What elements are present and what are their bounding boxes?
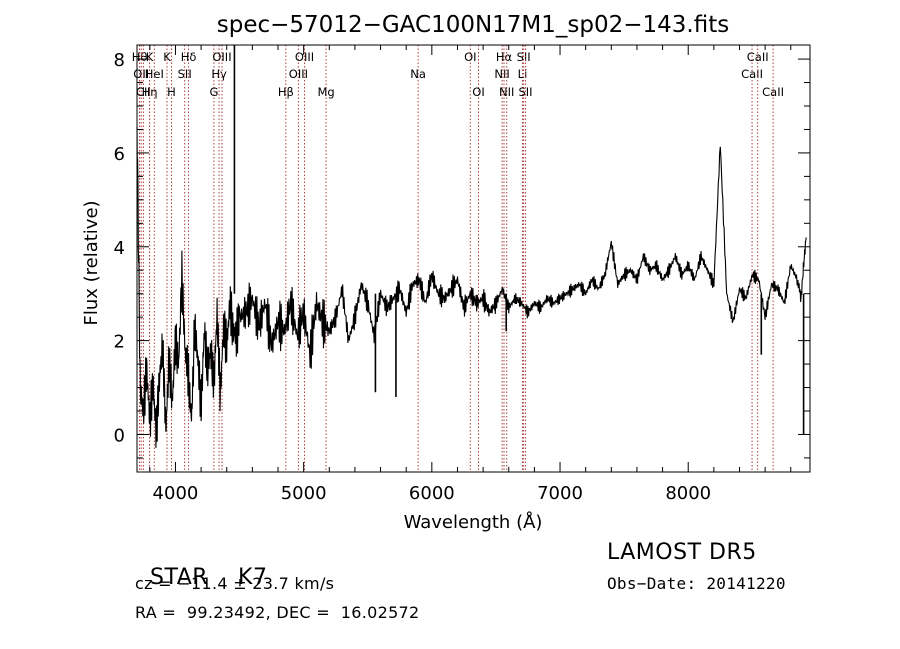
y-tick-label-3: 6 (114, 144, 125, 165)
x-tick-label-1: 5000 (281, 483, 327, 504)
object-class: STAR K7 (135, 540, 267, 590)
line-label-23: Li (518, 67, 528, 81)
line-label-28: CaII (762, 85, 784, 99)
line-label-10: G (209, 85, 218, 99)
line-label-11: Hγ (211, 67, 227, 81)
line-label-6: K (163, 50, 171, 64)
line-label-19: OI (472, 85, 484, 99)
x-tick-label-0: 4000 (153, 483, 199, 504)
line-label-24: SII (517, 50, 531, 64)
line-label-15: OIII (295, 50, 314, 64)
survey-label: LAMOST DR5 (607, 540, 757, 565)
x-tick-label-3: 7000 (537, 483, 583, 504)
x-axis-label: Wavelength (Å) (404, 511, 543, 533)
line-label-22: NII (499, 85, 514, 99)
spectrum-trace (136, 45, 807, 448)
line-label-5: HeI (145, 67, 164, 81)
line-label-21: Hα (496, 50, 513, 64)
line-label-8: SII (178, 67, 192, 81)
line-label-9: Hδ (181, 50, 197, 64)
chart-title: spec−57012−GAC100N17M1_sp02−143.fits (217, 12, 729, 38)
y-tick-label-2: 4 (114, 238, 125, 259)
coordinates: RA = 99.23492, DEC = 16.02572 (135, 603, 420, 622)
x-tick-label-4: 8000 (665, 483, 711, 504)
line-label-18: OI (464, 50, 476, 64)
plot-frame (136, 44, 811, 473)
subclass: K7 (238, 565, 268, 590)
line-label-4: Hη (142, 85, 158, 99)
line-label-16: Mg (317, 85, 334, 99)
y-tick-label-0: 0 (114, 425, 125, 446)
line-label-7: H (167, 85, 176, 99)
line-label-27: CaII (747, 50, 769, 64)
spectrum-series-0 (136, 126, 807, 448)
line-label-20: NII (494, 67, 509, 81)
y-tick-label-4: 8 (114, 50, 125, 71)
velocity-readout: cz = −11.4 ± 23.7 km/s (135, 574, 335, 593)
line-label-26: CaII (741, 67, 763, 81)
line-label-14: OIII (289, 67, 308, 81)
x-tick-label-2: 6000 (409, 483, 455, 504)
spectral-line-markers: HθOIICIIKHηHeIKHSIIHδGHγOIIIHβOIIIOIIIMg… (132, 45, 784, 472)
y-axis-label: Flux (relative) (81, 200, 102, 325)
line-label-2: CII (136, 85, 151, 99)
line-label-12: OIII (212, 50, 231, 64)
line-label-13: Hβ (278, 85, 294, 99)
line-label-25: SII (518, 85, 532, 99)
line-label-17: Na (410, 67, 426, 81)
y-tick-label-1: 2 (114, 332, 125, 353)
star-label: STAR (150, 565, 209, 590)
obs-date: Obs−Date: 20141220 (607, 574, 786, 593)
axes: 4000 5000 6000 7000 8000 0 2 4 6 8 (114, 45, 810, 504)
